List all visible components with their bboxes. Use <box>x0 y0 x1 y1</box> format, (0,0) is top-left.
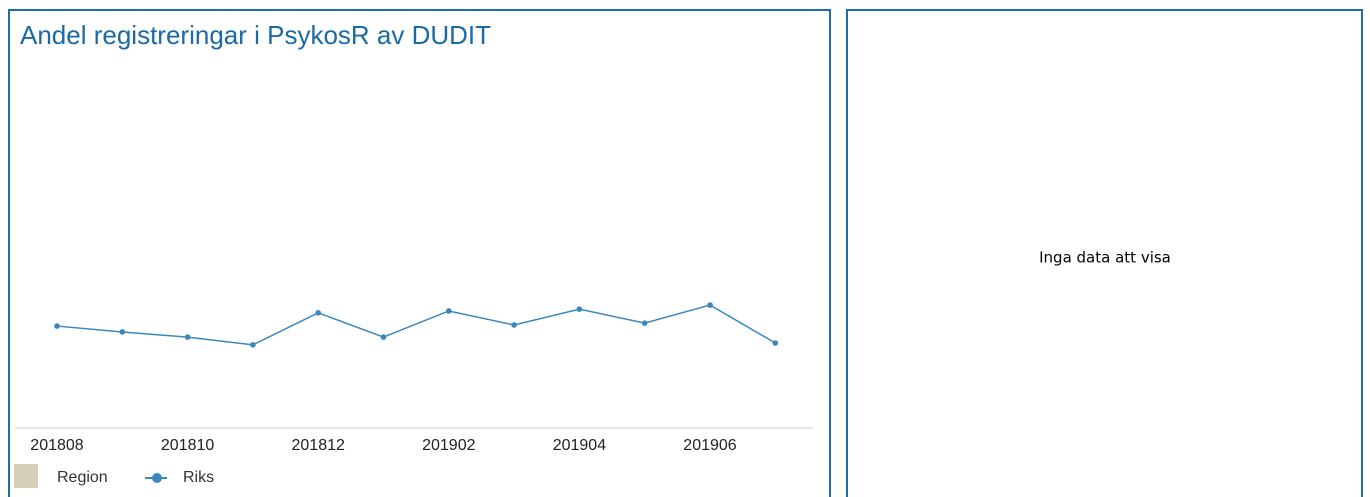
x-tick-label: 201906 <box>683 437 736 454</box>
data-point <box>641 320 648 326</box>
x-tick-label: 201812 <box>292 437 345 454</box>
x-tick-label: 201810 <box>161 437 214 454</box>
x-tick-label: 201808 <box>30 437 83 454</box>
data-point <box>707 302 713 308</box>
legend-label: Riks <box>183 469 214 486</box>
series-line <box>56 304 776 346</box>
data-point <box>54 323 60 329</box>
chart-title: Andel registreringar i PsykosR av DUDIT <box>20 20 491 50</box>
data-point <box>772 340 779 346</box>
x-tick-label: 201904 <box>553 437 606 454</box>
data-point <box>315 310 322 316</box>
x-tick-label: 201902 <box>422 437 475 454</box>
chart-panel <box>8 9 831 497</box>
data-point <box>119 329 126 335</box>
data-point <box>380 334 387 340</box>
no-data-message: Inga data att visa <box>1039 249 1171 267</box>
data-point <box>446 308 452 314</box>
legend-label: Region <box>57 469 108 486</box>
data-point <box>576 306 583 312</box>
data-point <box>250 342 256 348</box>
data-point <box>511 322 517 328</box>
legend-swatch <box>14 464 38 488</box>
data-point <box>184 334 191 340</box>
legend-marker <box>152 473 162 483</box>
side-panel <box>846 9 1363 497</box>
